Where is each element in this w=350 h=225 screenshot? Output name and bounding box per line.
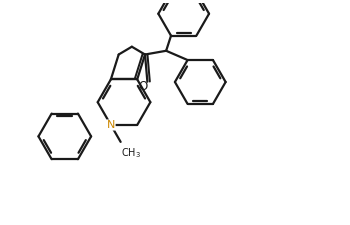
Text: CH$_3$: CH$_3$ (121, 146, 141, 160)
Text: N: N (107, 120, 115, 130)
Text: O: O (139, 80, 148, 93)
